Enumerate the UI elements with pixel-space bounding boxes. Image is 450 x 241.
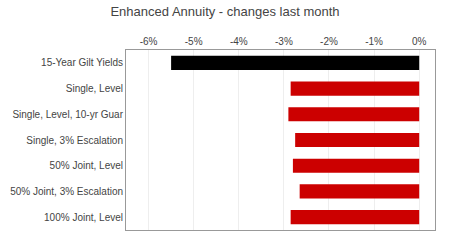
svg-text:-5%: -5% [185,36,203,47]
svg-text:-1%: -1% [365,36,383,47]
svg-text:Single, Level: Single, Level [66,83,123,94]
svg-text:Single, Level, 10-yr Guar: Single, Level, 10-yr Guar [12,109,123,120]
svg-text:Single, 3% Escalation: Single, 3% Escalation [26,135,123,146]
svg-text:-3%: -3% [275,36,293,47]
svg-text:Enhanced Annuity - changes las: Enhanced Annuity - changes last month [110,4,339,19]
svg-text:50% Joint, Level: 50% Joint, Level [50,160,123,171]
svg-text:-6%: -6% [140,36,158,47]
svg-text:100% Joint, Level: 100% Joint, Level [44,212,123,223]
svg-text:-4%: -4% [230,36,248,47]
svg-text:-2%: -2% [320,36,338,47]
svg-text:50% Joint, 3% Escalation: 50% Joint, 3% Escalation [10,186,123,197]
svg-text:15-Year Gilt Yields: 15-Year Gilt Yields [41,57,123,68]
svg-text:0%: 0% [412,36,427,47]
